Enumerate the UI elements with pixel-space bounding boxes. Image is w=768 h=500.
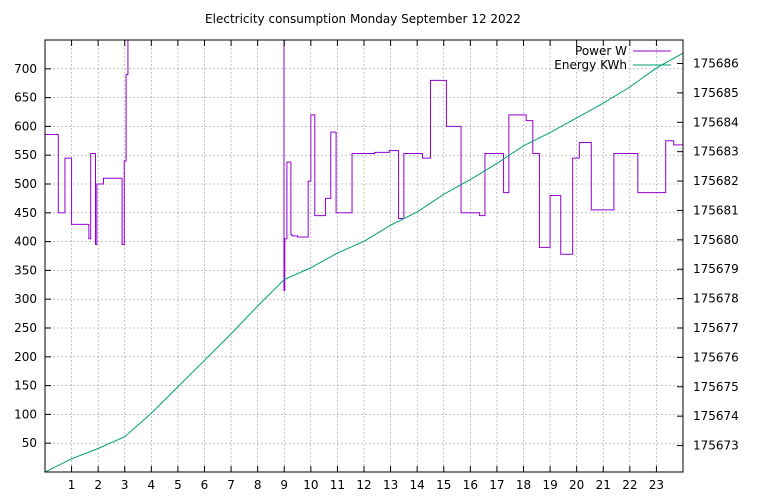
x-tick-label: 16 (463, 478, 478, 492)
y-tick-label: 350 (14, 263, 37, 277)
y2-tick-label: 175675 (693, 380, 739, 394)
x-tick-label: 19 (542, 478, 557, 492)
y2-tick-label: 175676 (693, 350, 739, 364)
x-tick-label: 22 (622, 478, 637, 492)
x-tick-label: 10 (303, 478, 318, 492)
y2-tick-label: 175673 (693, 439, 739, 453)
x-tick-label: 6 (201, 478, 209, 492)
x-tick-label: 4 (148, 478, 156, 492)
x-tick-label: 12 (356, 478, 371, 492)
y-tick-label: 500 (14, 177, 37, 191)
axis-ticks: 1 2 3 4 5 6 7 8 9 10 11 12 13 14 15 16 17 18 19 20 21 22 23501… (14, 40, 739, 492)
y2-tick-label: 175677 (693, 321, 739, 335)
y-tick-label: 300 (14, 292, 37, 306)
x-tick-label: 1 (68, 478, 76, 492)
x-tick-label: 18 (516, 478, 531, 492)
x-tick-label: 15 (436, 478, 451, 492)
y-tick-label: 200 (14, 350, 37, 364)
x-tick-label: 20 (569, 478, 584, 492)
chart-title: Electricity consumption Monday September… (205, 12, 521, 26)
y-tick-label: 150 (14, 379, 37, 393)
y2-tick-label: 175681 (693, 203, 739, 217)
y2-tick-label: 175682 (693, 174, 739, 188)
legend-label: Energy KWh (554, 58, 627, 72)
y2-tick-label: 175685 (693, 86, 739, 100)
x-tick-label: 5 (174, 478, 182, 492)
y2-tick-label: 175679 (693, 262, 739, 276)
y-tick-label: 650 (14, 91, 37, 105)
y-tick-label: 600 (14, 119, 37, 133)
x-tick-label: 7 (227, 478, 235, 492)
y-tick-label: 250 (14, 321, 37, 335)
y2-tick-label: 175683 (693, 145, 739, 159)
y2-tick-label: 175680 (693, 233, 739, 247)
y-tick-label: 400 (14, 235, 37, 249)
y-tick-label: 700 (14, 62, 37, 76)
x-tick-label: 17 (489, 478, 504, 492)
y2-tick-label: 175674 (693, 409, 739, 423)
x-tick-label: 9 (280, 478, 288, 492)
x-tick-label: 11 (330, 478, 345, 492)
legend-label: Power W (575, 44, 627, 58)
x-tick-label: 2 (94, 478, 102, 492)
y-tick-label: 450 (14, 206, 37, 220)
y2-tick-label: 175678 (693, 292, 739, 306)
series-line-0 (45, 40, 683, 292)
x-tick-label: 21 (596, 478, 611, 492)
series-lines (45, 40, 683, 472)
x-tick-label: 23 (649, 478, 664, 492)
x-tick-label: 14 (410, 478, 425, 492)
x-tick-label: 3 (121, 478, 129, 492)
y2-tick-label: 175686 (693, 57, 739, 71)
series-line-1 (45, 52, 683, 472)
y-tick-label: 550 (14, 148, 37, 162)
grid (45, 40, 683, 472)
x-tick-label: 13 (383, 478, 398, 492)
y2-tick-label: 175684 (693, 115, 739, 129)
x-tick-label: 8 (254, 478, 262, 492)
y-tick-label: 50 (22, 436, 37, 450)
y-tick-label: 100 (14, 407, 37, 421)
